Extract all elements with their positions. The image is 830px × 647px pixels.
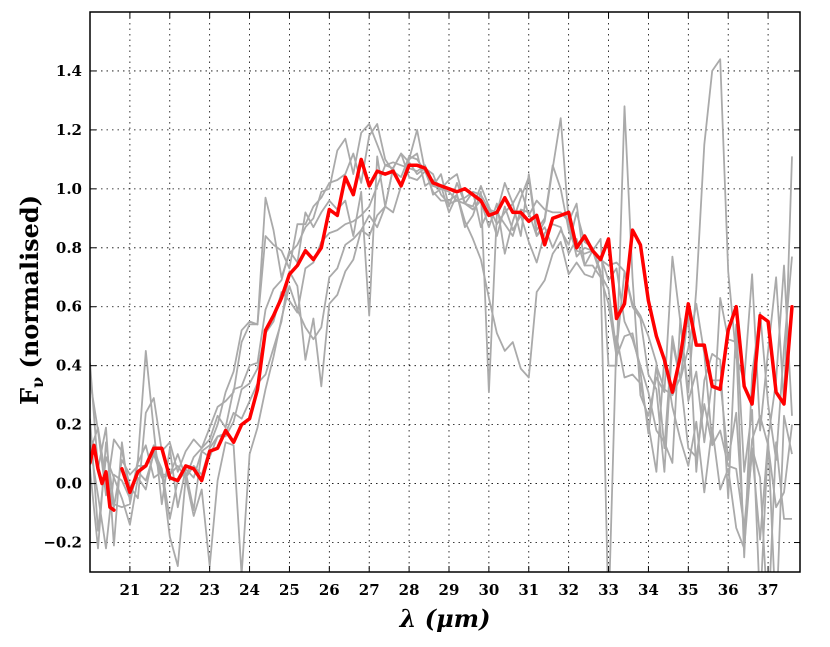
x-tick-label: 36 [718, 581, 739, 599]
x-tick-label: 21 [119, 581, 140, 599]
x-tick-label: 28 [399, 581, 420, 599]
x-tick-label: 26 [319, 581, 340, 599]
x-tick-label: 35 [678, 581, 699, 599]
y-tick-label: 0.6 [56, 298, 82, 316]
x-tick-label: 27 [359, 581, 380, 599]
y-tick-label: 1.2 [56, 121, 82, 139]
x-tick-label: 33 [598, 581, 619, 599]
y-tick-label: 0.2 [56, 416, 82, 434]
mean-spectrum-line-segment-2 [120, 157, 794, 495]
y-axis-label: Fν (normalised) [15, 195, 47, 405]
x-tick-label: 31 [518, 581, 539, 599]
y-tick-label: −0.2 [43, 534, 82, 552]
y-tick-label: 0.8 [56, 239, 82, 257]
x-tick-label: 30 [478, 581, 499, 599]
x-tick-label: 34 [638, 581, 659, 599]
x-tick-label: 23 [199, 581, 220, 599]
x-tick-label: 24 [239, 581, 260, 599]
axis-ticks: 21 22 23 24 25 26 27 28 29 30 31 32 33 34 35 36 37 −0.2 0.… [43, 12, 800, 599]
mean-spectrum-line-segment-1 [90, 443, 116, 512]
x-axis-label: λ (μm) [399, 604, 491, 633]
x-tick-label: 25 [279, 581, 300, 599]
x-tick-label: 22 [159, 581, 180, 599]
x-tick-label: 32 [558, 581, 579, 599]
plot-frame [89, 11, 801, 573]
y-tick-label: 0.4 [56, 357, 82, 375]
y-tick-label: 1.0 [56, 180, 82, 198]
y-tick-label: 0.0 [56, 475, 82, 493]
x-tick-label: 29 [439, 581, 460, 599]
plot-area [90, 12, 800, 572]
y-tick-label: 1.4 [56, 62, 82, 80]
series-layer [90, 58, 794, 572]
x-tick-label: 37 [758, 581, 779, 599]
individual-spectrum-line-5 [90, 152, 793, 550]
